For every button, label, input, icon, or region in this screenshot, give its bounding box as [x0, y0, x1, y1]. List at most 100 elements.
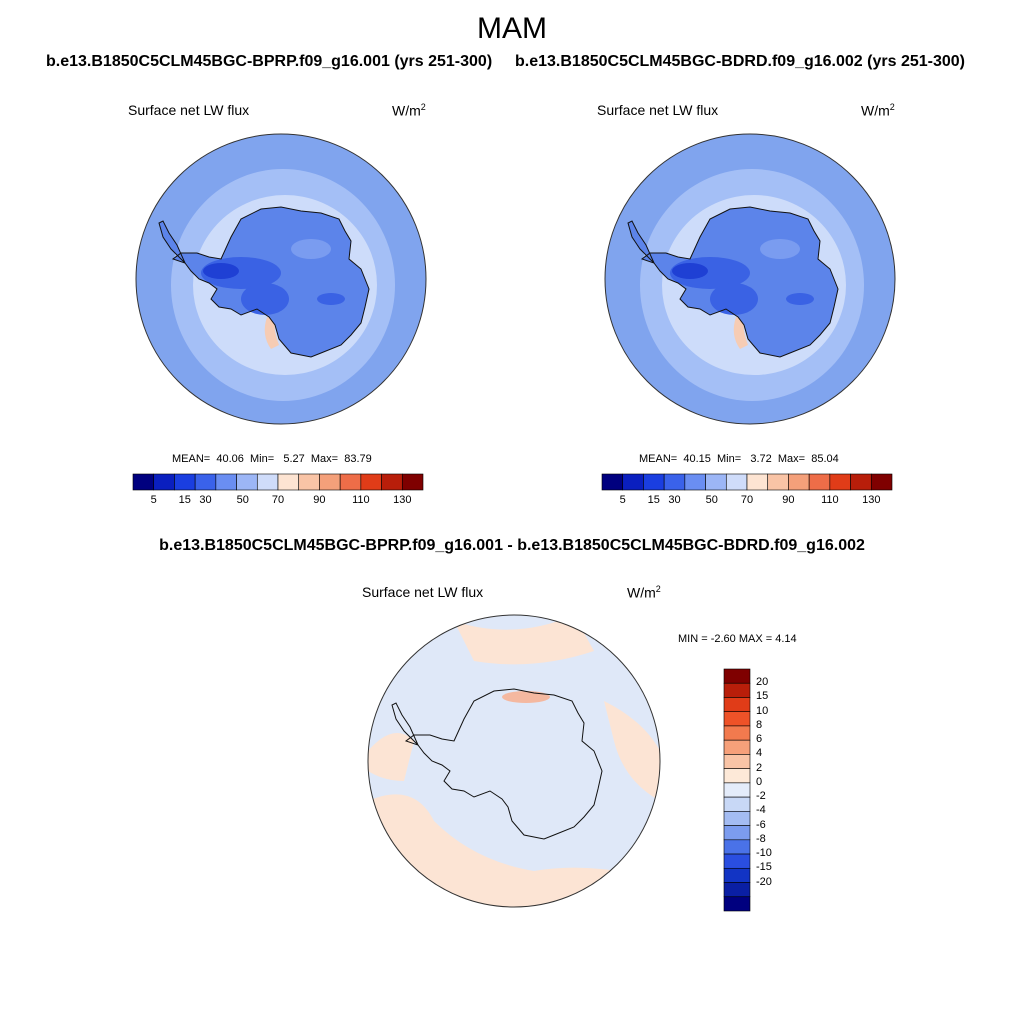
panel-2-colorbar-labels: 5 15 30 50 70 90 110 130 — [602, 494, 892, 508]
diff-colorbar-box — [723, 754, 751, 769]
colorbar-box — [746, 473, 769, 491]
colorbar-box — [705, 473, 727, 491]
colorbar-tick-label: 30 — [199, 494, 212, 506]
warm-ross — [264, 317, 279, 349]
colorbar-box — [788, 473, 810, 491]
diff-colorbar-box — [723, 697, 751, 713]
panel-2-colorbar — [601, 473, 893, 491]
colorbar-box — [194, 473, 217, 491]
colorbar-tick-label: 50 — [705, 494, 718, 506]
panel-2-polar-map — [604, 133, 896, 425]
colorbar-tick-label: 90 — [313, 494, 326, 506]
colorbar-box — [236, 473, 258, 491]
diff-colorbar-tick-label: 8 — [756, 718, 763, 731]
diff-colorbar-tick-label: -8 — [756, 832, 766, 845]
diff-min-max: MIN = -2.60 MAX = 4.14 — [678, 633, 797, 645]
diff-positive-east — [604, 701, 660, 801]
dark-patch-3 — [786, 293, 814, 305]
diff-colorbar-tick-label: -2 — [756, 790, 766, 803]
diff-colorbar-tick-label: 10 — [756, 704, 769, 717]
peninsula-coastline — [627, 220, 655, 264]
colorbar-box — [725, 473, 748, 491]
colorbar-box — [298, 473, 320, 491]
diff-colorbar-box — [723, 796, 751, 812]
diff-colorbar-tick-label: -6 — [756, 818, 766, 831]
dark-patch-2 — [710, 283, 758, 315]
colorbar-tick-label: 70 — [740, 494, 754, 506]
diff-colorbar-tick-label: 4 — [756, 747, 763, 760]
diff-colorbar-box — [723, 867, 751, 883]
panel-1-variable-label: Surface net LW flux — [128, 102, 250, 118]
panel-1-stats: MEAN= 40.06 Min= 5.27 Max= 83.79 — [172, 453, 372, 465]
colorbar-box — [767, 473, 789, 491]
peninsula-field — [159, 221, 185, 263]
diff-variable-label: Surface net LW flux — [362, 584, 484, 600]
diff-colorbar-box — [723, 739, 751, 755]
colorbar-box — [870, 473, 893, 491]
diff-colorbar-box — [723, 882, 751, 898]
colorbar-box — [277, 473, 300, 491]
colorbar-tick-label: 50 — [236, 494, 249, 506]
colorbar-tick-label: 110 — [352, 494, 370, 506]
map-boundary — [604, 133, 896, 425]
light-patch-1 — [291, 239, 331, 259]
diff-colorbar-box — [723, 782, 751, 798]
diff-colorbar-box — [723, 853, 751, 869]
diff-colorbar-box — [723, 668, 751, 684]
colorbar-box — [339, 473, 362, 491]
diff-positive-west — [368, 733, 414, 781]
panel-1-case-title: b.e13.B1850C5CLM45BGC-BPRP.f09_g16.001 (… — [46, 53, 493, 70]
diff-colorbar-box — [723, 825, 751, 841]
diff-positive-north — [454, 615, 594, 665]
diff-colorbar-tick-label: -4 — [756, 804, 766, 817]
panel-1-colorbar-labels: 5 15 30 50 70 90 110 130 — [133, 494, 423, 508]
colorbar-box — [663, 473, 686, 491]
diff-colorbar-tick-label: 2 — [756, 761, 763, 774]
diff-colorbar-box — [723, 811, 751, 826]
map-boundary — [367, 614, 661, 908]
colorbar-box — [808, 473, 831, 491]
map-boundary — [135, 133, 427, 425]
diff-colorbar — [723, 668, 751, 912]
dark-patch-2 — [241, 283, 289, 315]
diff-colorbar-tick-label: -15 — [756, 861, 772, 874]
colorbar-tick-label: 30 — [668, 494, 681, 506]
diff-colorbar-tick-label: 0 — [756, 775, 763, 788]
diff-max-patch — [502, 691, 550, 703]
diff-colorbar-box — [723, 711, 751, 727]
darkest-patch — [672, 263, 708, 279]
diff-colorbar-box — [723, 839, 751, 855]
diff-colorbar-tick-label: -20 — [756, 875, 772, 888]
light-patch-1 — [760, 239, 800, 259]
warm-ross — [733, 317, 748, 349]
panel-1-units: W/m2 — [392, 102, 426, 119]
antarctica-coastline — [640, 206, 839, 358]
map-field — [136, 134, 426, 424]
darkest-patch — [203, 263, 239, 279]
diff-units: W/m2 — [627, 584, 661, 601]
colorbar-box — [684, 473, 706, 491]
diff-positive-south — [368, 794, 660, 907]
colorbar-tick-label: 5 — [150, 494, 157, 506]
peninsula-field — [628, 221, 654, 263]
colorbar-box — [643, 473, 665, 491]
diff-colorbar-box — [723, 682, 751, 698]
colorbar-box — [319, 473, 341, 491]
map-field — [605, 134, 895, 424]
diff-colorbar-box — [723, 896, 751, 912]
panel-2-case-title: b.e13.B1850C5CLM45BGC-BDRD.f09_g16.002 (… — [515, 53, 965, 70]
colorbar-box — [174, 473, 196, 491]
peninsula-coastline — [391, 702, 419, 746]
diff-colorbar-tick-label: 15 — [756, 690, 769, 703]
diff-colorbar-box — [723, 725, 751, 741]
diff-colorbar-box — [723, 768, 751, 784]
colorbar-box — [850, 473, 872, 491]
colorbar-box — [215, 473, 237, 491]
colorbar-box — [601, 473, 624, 491]
colorbar-box — [829, 473, 851, 491]
colorbar-box — [381, 473, 403, 491]
colorbar-tick-label: 130 — [393, 494, 412, 506]
panel-2-units: W/m2 — [861, 102, 895, 119]
antarctica-coastline — [404, 688, 603, 840]
colorbar-tick-label: 15 — [178, 494, 191, 506]
